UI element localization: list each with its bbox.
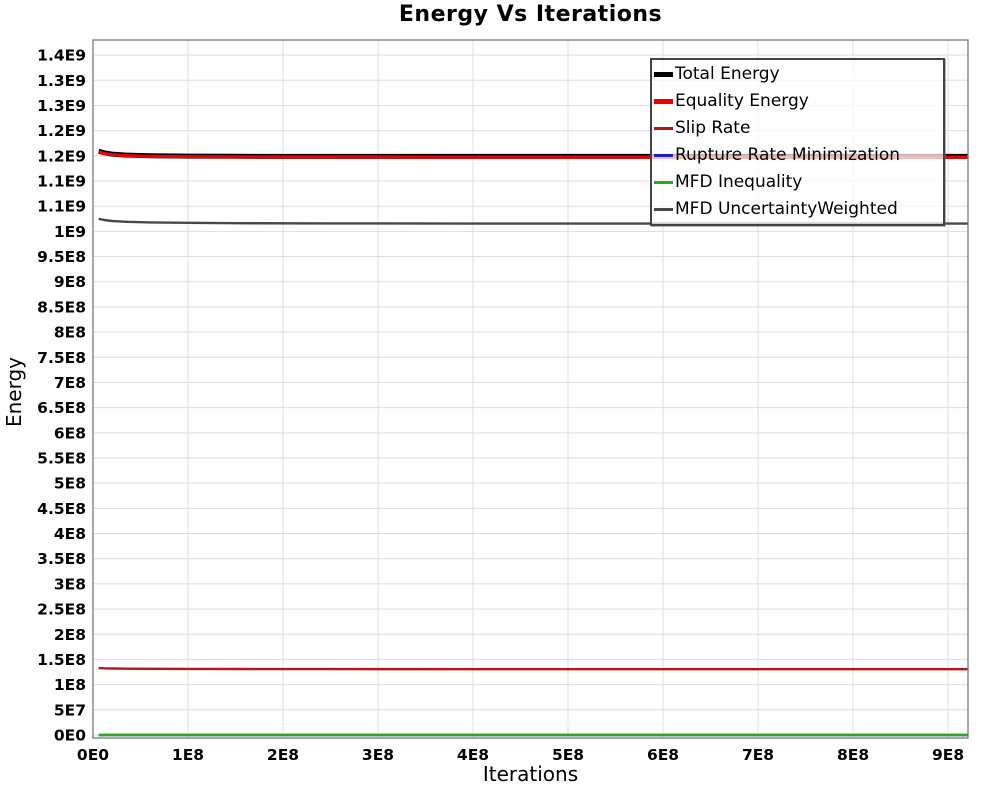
legend-swatch xyxy=(654,99,673,104)
y-tick-label: 1.2E9 xyxy=(37,122,86,140)
legend: Total Energy Equality Energy Slip Rate Rupt… xyxy=(650,58,945,226)
y-tick-label: 6.5E8 xyxy=(37,399,86,417)
plot-border xyxy=(92,39,969,739)
legend-row: Slip Rate xyxy=(654,116,941,142)
x-tick-label: 2E8 xyxy=(267,746,299,764)
y-tick-label: 0E0 xyxy=(54,726,86,744)
x-tick-label: 9E8 xyxy=(932,746,964,764)
y-tick-label: 1.2E9 xyxy=(37,147,86,165)
legend-label: Slip Rate xyxy=(675,118,751,138)
y-tick-label: 8E8 xyxy=(54,324,86,342)
legend-swatch xyxy=(654,154,673,157)
y-tick-label: 5E8 xyxy=(54,475,86,493)
series-line xyxy=(98,666,968,671)
y-tick-label: 1.3E9 xyxy=(37,97,86,115)
legend-label: Total Energy xyxy=(675,64,780,84)
y-tick-label: 7E8 xyxy=(54,374,86,392)
y-tick-label: 5.5E8 xyxy=(37,449,86,467)
legend-label: MFD Inequality xyxy=(675,172,803,192)
y-tick-label: 5E7 xyxy=(54,701,86,719)
x-tick-label: 7E8 xyxy=(742,746,774,764)
y-tick-label: 4E8 xyxy=(54,525,86,543)
x-tick-label: 0E0 xyxy=(77,746,109,764)
y-tick-label: 3.5E8 xyxy=(37,550,86,568)
y-tick-label: 1.5E8 xyxy=(37,651,86,669)
legend-swatch xyxy=(654,181,673,184)
legend-swatch xyxy=(654,208,673,211)
legend-swatch xyxy=(654,72,673,77)
y-tick-label: 9.5E8 xyxy=(37,248,86,266)
y-tick-label: 6E8 xyxy=(54,424,86,442)
x-tick-label: 4E8 xyxy=(457,746,489,764)
y-tick-label: 1.1E9 xyxy=(37,173,86,191)
y-tick-label: 1.3E9 xyxy=(37,72,86,90)
x-tick-label: 5E8 xyxy=(552,746,584,764)
legend-label: Equality Energy xyxy=(675,91,809,111)
y-tick-label: 8.5E8 xyxy=(37,298,86,316)
legend-label: Rupture Rate Minimization xyxy=(675,145,900,165)
x-tick-label: 6E8 xyxy=(647,746,679,764)
legend-row: Total Energy xyxy=(654,62,941,88)
y-tick-label: 1.1E9 xyxy=(37,198,86,216)
x-tick-label: 1E8 xyxy=(172,746,204,764)
legend-swatch xyxy=(654,127,673,130)
legend-row: MFD UncertaintyWeighted xyxy=(654,197,941,223)
x-tick-label: 8E8 xyxy=(837,746,869,764)
y-tick-label: 1E9 xyxy=(54,223,86,241)
y-tick-label: 1.4E9 xyxy=(37,47,86,65)
y-tick-label: 3E8 xyxy=(54,575,86,593)
y-tick-label: 7.5E8 xyxy=(37,349,86,367)
y-tick-label: 2E8 xyxy=(54,626,86,644)
x-axis-title: Iterations xyxy=(482,762,579,786)
y-tick-label: 4.5E8 xyxy=(37,500,86,518)
legend-row: Equality Energy xyxy=(654,89,941,115)
y-tick-label: 9E8 xyxy=(54,273,86,291)
chart-title: Energy Vs Iterations xyxy=(398,2,663,27)
legend-row: Rupture Rate Minimization xyxy=(654,143,941,169)
x-tick-label: 3E8 xyxy=(362,746,394,764)
y-tick-label: 1E8 xyxy=(54,676,86,694)
legend-label: MFD UncertaintyWeighted xyxy=(675,199,898,219)
y-tick-label: 2.5E8 xyxy=(37,601,86,619)
legend-row: MFD Inequality xyxy=(654,170,941,196)
